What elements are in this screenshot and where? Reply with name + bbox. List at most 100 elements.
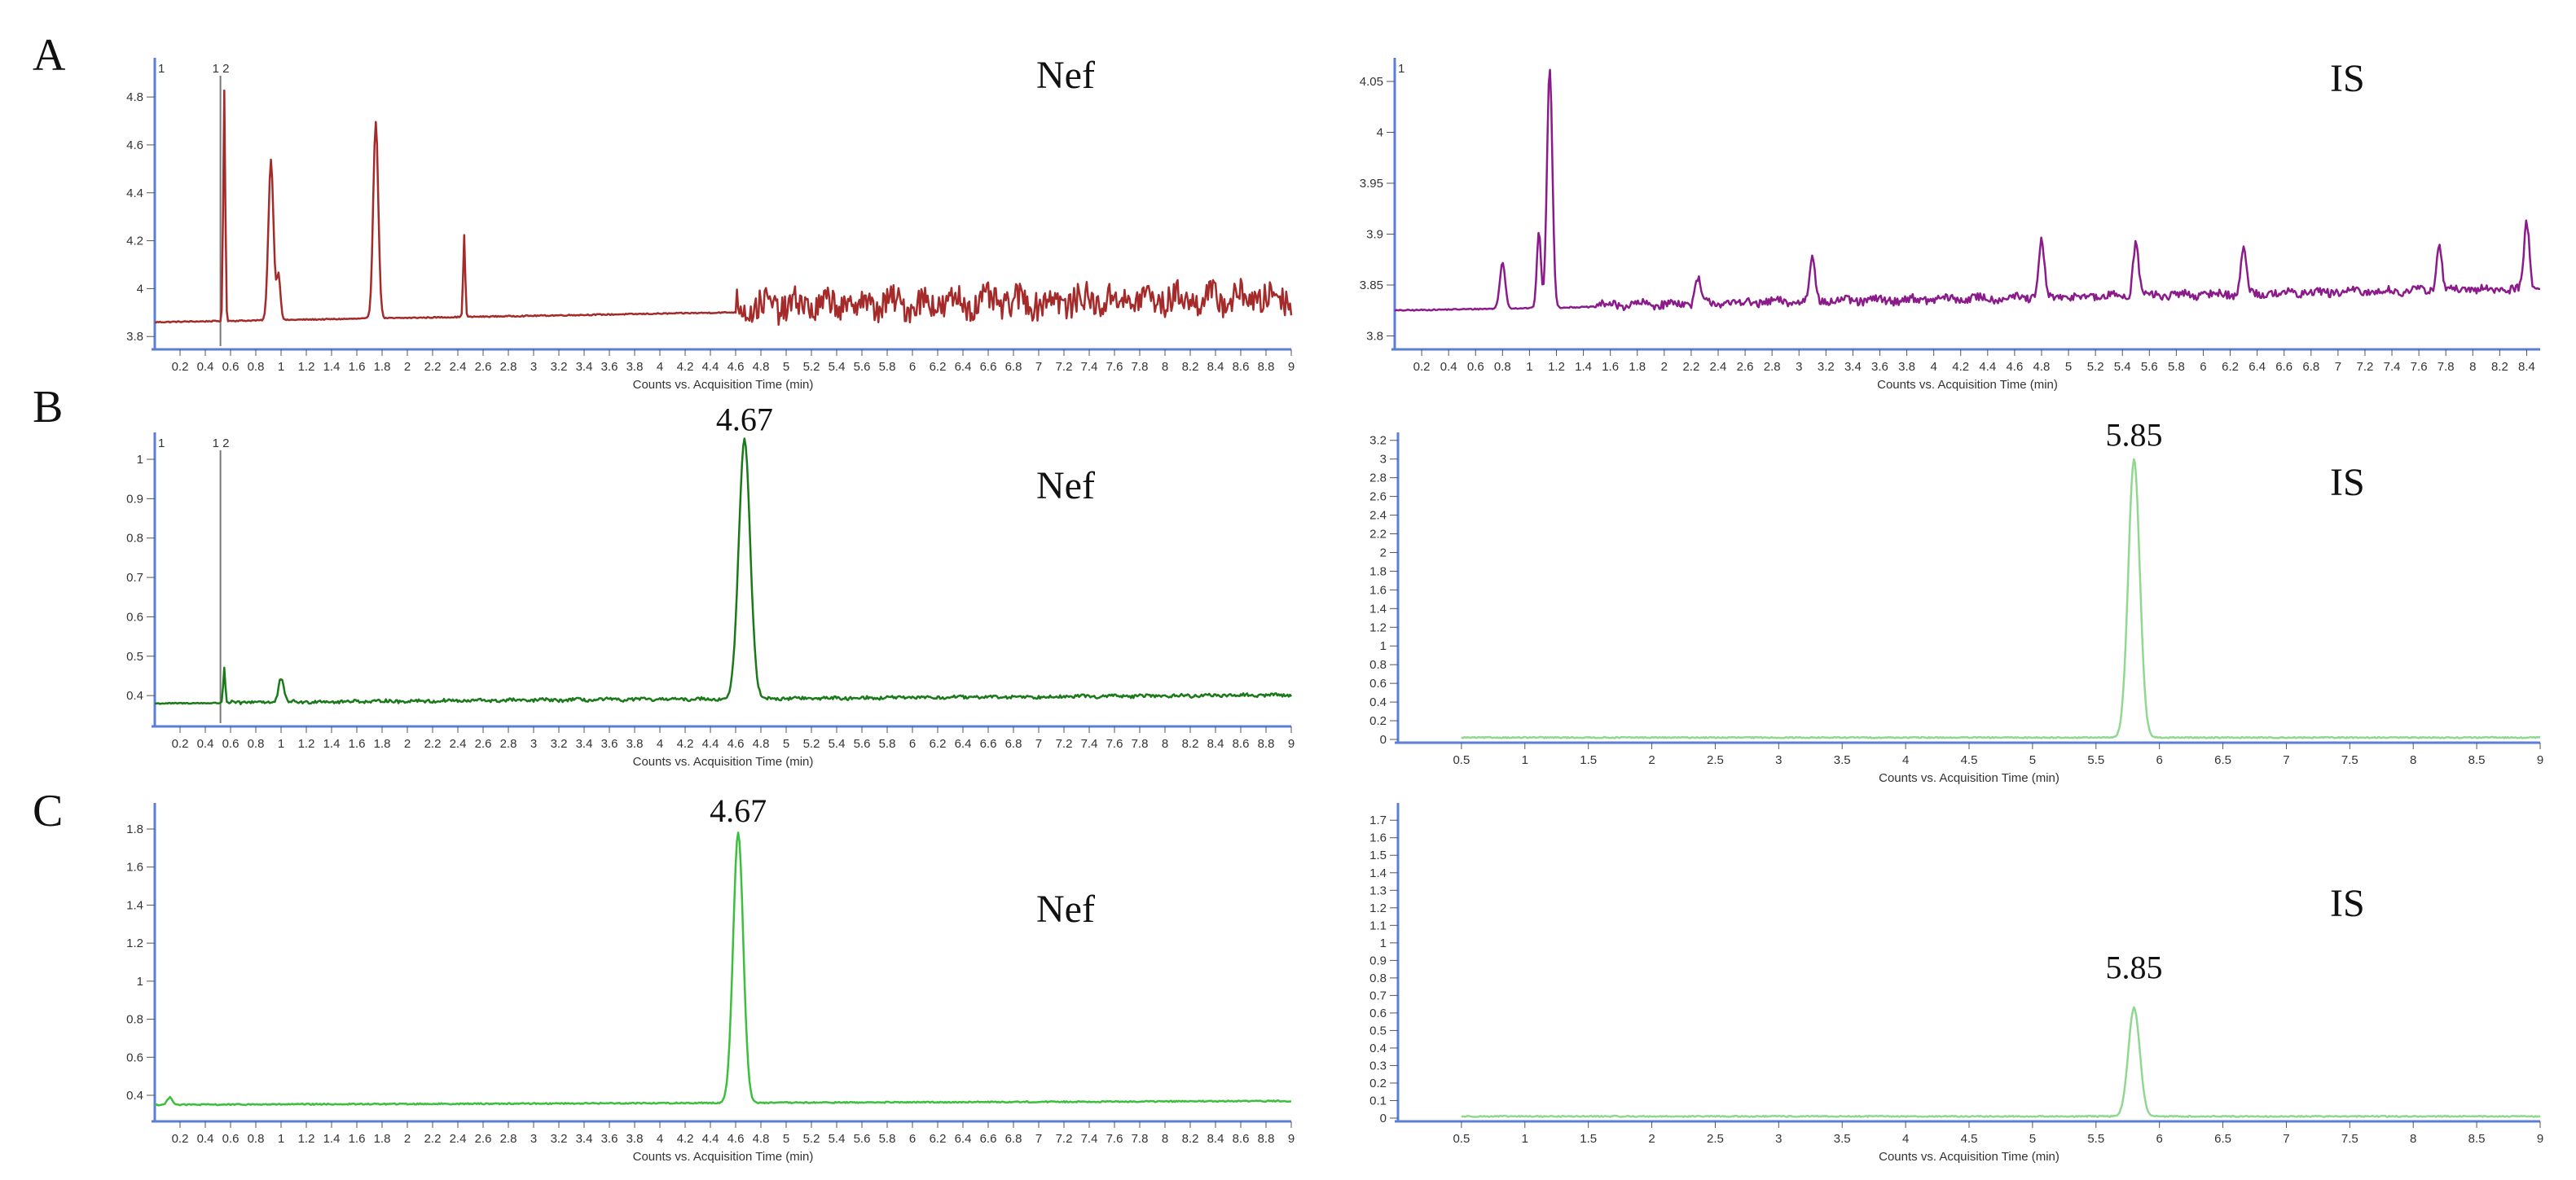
x-tick-label: 3.4 [576, 737, 593, 751]
x-tick-label: 8.4 [1207, 1132, 1224, 1146]
x-tick-label: 1.5 [1580, 753, 1597, 767]
x-tick-label: 3.6 [601, 1132, 618, 1146]
x-tick-label: 3.4 [576, 360, 593, 374]
x-tick-label: 3.6 [601, 737, 618, 751]
x-tick-label: 6.5 [2214, 753, 2231, 767]
x-tick-label: 4.8 [753, 360, 770, 374]
x-tick-label: 4.8 [753, 1132, 770, 1146]
x-tick-label: 3.5 [1834, 753, 1851, 767]
x-tick-label: 8.8 [1258, 1132, 1275, 1146]
x-tick-label: 1.8 [1629, 360, 1646, 374]
x-axis-label: Counts vs. Acquisition Time (min) [633, 378, 814, 392]
x-tick-label: 7.4 [1081, 737, 1098, 751]
retention-time-label: 4.67 [710, 792, 767, 829]
x-tick-label: 2.5 [1707, 1132, 1724, 1146]
x-tick-label: 7.2 [1056, 1132, 1073, 1146]
x-tick-label: 7.6 [1106, 737, 1123, 751]
x-tick-label: 3.2 [551, 1132, 568, 1146]
x-tick-label: 7 [1035, 360, 1042, 374]
y-tick-label: 2.2 [1369, 528, 1387, 542]
y-tick-label: 1 [1380, 639, 1387, 653]
y-tick-label: 1.3 [1369, 884, 1387, 897]
y-tick-label: 3.8 [1366, 330, 1383, 344]
y-tick-label: 3 [1380, 453, 1387, 467]
y-tick-label: 3.85 [1360, 279, 1383, 292]
y-tick-label: 2 [1380, 546, 1387, 559]
y-tick-label: 1.8 [126, 822, 143, 836]
x-tick-label: 0.4 [197, 1132, 214, 1146]
x-tick-label: 4.6 [728, 1132, 745, 1146]
event-marker-label: 1 2 [213, 436, 230, 450]
trace-line [155, 437, 1293, 705]
x-tick-label: 3.8 [626, 360, 644, 374]
x-tick-label: 5.8 [879, 737, 896, 751]
x-tick-label: 1.2 [298, 1132, 315, 1146]
x-tick-label: 2.6 [1737, 360, 1754, 374]
x-tick-label: 2 [404, 1132, 411, 1146]
event-marker-label: 1 [158, 62, 165, 76]
retention-time-label: 5.85 [2106, 949, 2163, 985]
x-tick-label: 4.6 [2006, 360, 2023, 374]
y-tick-label: 0.5 [126, 650, 143, 664]
x-tick-label: 3 [530, 360, 537, 374]
x-tick-label: 4.4 [702, 737, 719, 751]
x-tick-label: 6.6 [980, 1132, 997, 1146]
x-tick-label: 4.4 [702, 1132, 719, 1146]
x-tick-label: 2.4 [450, 1132, 467, 1146]
x-tick-label: 1.5 [1580, 1132, 1597, 1146]
x-tick-label: 1.8 [374, 1132, 391, 1146]
event-marker-label: 1 [1398, 62, 1404, 76]
x-tick-label: 3 [530, 737, 537, 751]
x-tick-label: 5.6 [2141, 360, 2158, 374]
y-tick-label: 0.9 [126, 492, 143, 506]
y-tick-label: 3.8 [126, 330, 143, 344]
x-tick-label: 6 [909, 737, 916, 751]
x-tick-label: 2.2 [424, 737, 442, 751]
panel-label-b: B [33, 382, 63, 432]
x-tick-label: 6.4 [955, 360, 972, 374]
x-tick-label: 8 [2410, 753, 2416, 767]
x-tick-label: 2.8 [500, 737, 517, 751]
x-tick-label: 7.8 [1132, 737, 1149, 751]
x-tick-label: 2.4 [450, 360, 467, 374]
x-tick-label: 1.4 [1575, 360, 1592, 374]
y-tick-label: 0.6 [1369, 677, 1387, 691]
x-tick-label: 7.6 [2411, 360, 2428, 374]
x-tick-label: 2.4 [450, 737, 467, 751]
x-tick-label: 6.8 [1005, 737, 1022, 751]
y-tick-label: 0.4 [1369, 1042, 1387, 1055]
y-tick-label: 1.7 [1369, 814, 1387, 827]
x-tick-label: 8 [1162, 1132, 1168, 1146]
chart-B-nef: 0.4 0.5 0.6 0.7 0.8 0.9 1 0.2 0.4 0.6 0.8 1 1.2 1.4 1.… [126, 401, 1295, 769]
x-tick-label: 7.2 [1056, 737, 1073, 751]
x-tick-label: 0.8 [248, 1132, 265, 1146]
x-tick-label: 1.4 [323, 1132, 341, 1146]
x-tick-label: 1.6 [349, 1132, 366, 1146]
y-tick-label: 0.3 [1369, 1059, 1387, 1073]
compound-label: IS [2330, 461, 2365, 504]
x-tick-label: 6 [2156, 753, 2162, 767]
x-tick-label: 1 [1522, 753, 1528, 767]
x-tick-label: 3.2 [551, 360, 568, 374]
x-tick-label: 8.6 [1233, 1132, 1250, 1146]
x-tick-label: 6.8 [2302, 360, 2319, 374]
x-tick-label: 6.8 [1005, 360, 1022, 374]
x-tick-label: 4 [1902, 753, 1909, 767]
chart-C-is: 0 0.1 0.2 0.3 0.4 0.5 0.6 0.7 0.8 0.9 1 1.1 1.2 1.3 1.… [1369, 803, 2543, 1164]
y-tick-label: 4.6 [126, 138, 143, 152]
y-tick-label: 0.2 [1369, 1077, 1387, 1090]
x-tick-label: 7 [2283, 1132, 2289, 1146]
chart-panels: 3.8 4 4.2 4.4 4.6 4.8 0.2 0.4 0.6 0.8 1 1.2 1.4 1.6 1.… [126, 54, 2543, 1164]
x-tick-label: 4.5 [1961, 1132, 1978, 1146]
y-tick-label: 2.8 [1369, 472, 1387, 485]
x-tick-label: 5 [2029, 1132, 2036, 1146]
x-tick-label: 8.8 [1258, 737, 1275, 751]
y-tick-label: 1.6 [1369, 831, 1387, 845]
x-tick-label: 8.8 [1258, 360, 1275, 374]
x-tick-label: 5 [783, 1132, 789, 1146]
x-tick-label: 5.4 [2114, 360, 2131, 374]
x-tick-label: 7 [1035, 1132, 1042, 1146]
x-tick-label: 2.2 [424, 360, 442, 374]
